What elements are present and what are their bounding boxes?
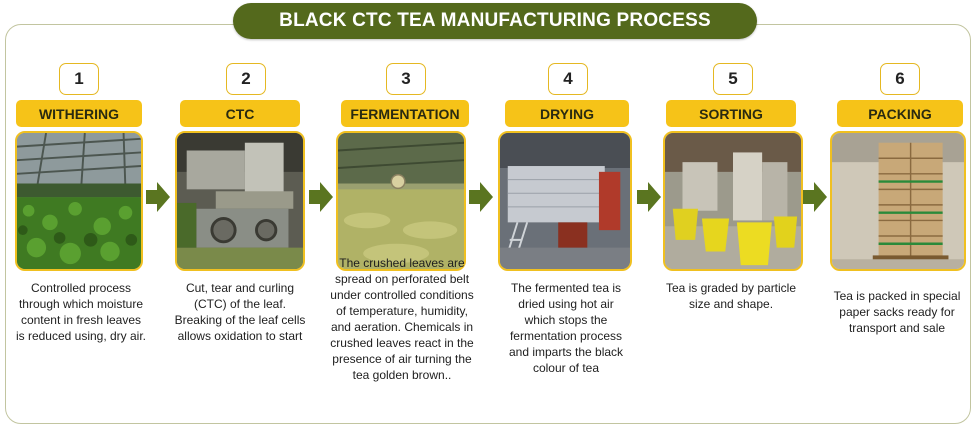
- arrow-right-icon: [637, 182, 661, 212]
- step-2-description: Cut, tear and curling (CTC) of the leaf.…: [174, 281, 306, 343]
- step-5-number: 5: [713, 63, 753, 95]
- step-1-number: 1: [59, 63, 99, 95]
- step-3-description: The crushed leaves are spread on perfora…: [330, 256, 474, 382]
- step-4-label: DRYING: [505, 100, 629, 127]
- diagram-title: BLACK CTC TEA MANUFACTURING PROCESS: [233, 3, 757, 39]
- step-1-label: WITHERING: [16, 100, 142, 127]
- step-2-photo-ctc-machine: [175, 131, 305, 271]
- arrow-right-icon: [146, 182, 170, 212]
- diagram-frame: [5, 24, 971, 424]
- step-2-number: 2: [226, 63, 266, 95]
- step-4-photo-dryer: [498, 131, 632, 271]
- step-4-number: 4: [548, 63, 588, 95]
- step-6-number: 6: [880, 63, 920, 95]
- arrow-right-icon: [803, 182, 827, 212]
- step-5-label: SORTING: [666, 100, 796, 127]
- step-3-number: 3: [386, 63, 426, 95]
- step-5-description: Tea is graded by particle size and shape…: [665, 281, 797, 311]
- arrow-right-icon: [469, 182, 493, 212]
- step-1-description: Controlled process through which moistur…: [15, 281, 147, 343]
- step-1-photo-withering: [15, 131, 143, 271]
- step-2-label: CTC: [180, 100, 300, 127]
- step-6-photo-packing: [830, 131, 966, 271]
- arrow-right-icon: [309, 182, 333, 212]
- step-4-description: The fermented tea is dried using hot air…: [508, 281, 624, 375]
- step-3-label: FERMENTATION: [341, 100, 469, 127]
- step-6-label: PACKING: [837, 100, 963, 127]
- step-6-description: Tea is packed in special paper sacks rea…: [833, 289, 961, 335]
- step-3-photo-fermentation: [336, 131, 466, 271]
- step-5-photo-sorting: [663, 131, 803, 271]
